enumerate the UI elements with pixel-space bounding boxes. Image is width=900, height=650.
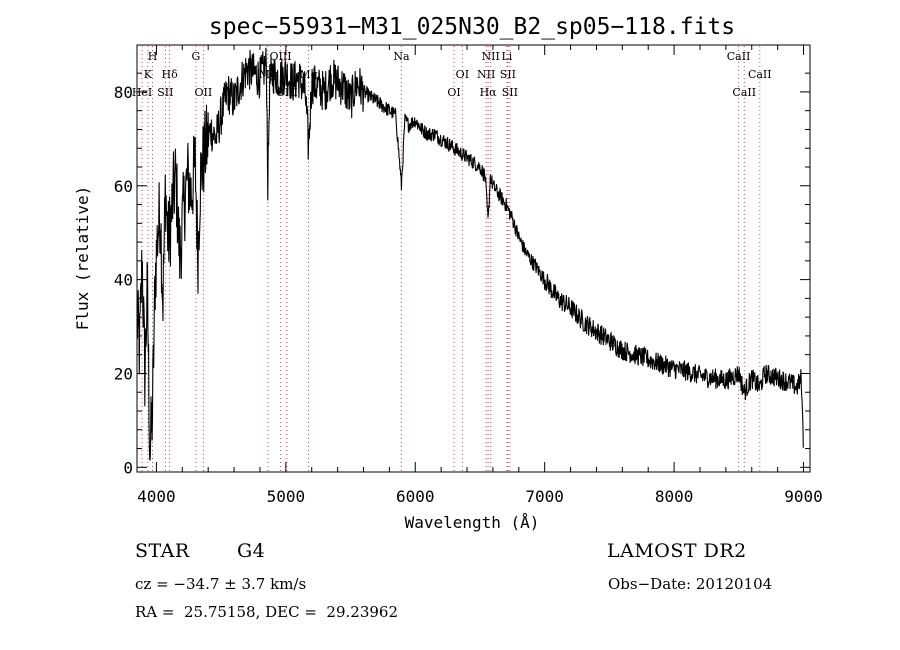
- y-tick-label: 80: [114, 83, 133, 102]
- axis-ticks: 4000 5000 6000 7000 8000 9000 0 20 40 60 80: [114, 45, 823, 506]
- spectral-line-label: SII: [157, 86, 173, 99]
- coordinates: RA = 25.75158, DEC = 29.23962: [135, 603, 399, 621]
- x-tick-label: 9000: [784, 487, 823, 506]
- x-tick-label: 8000: [655, 487, 694, 506]
- redshift-velocity: cz = −34.7 ± 3.7 km/s: [135, 575, 307, 593]
- x-tick-label: 5000: [267, 487, 306, 506]
- y-tick-label: 0: [123, 458, 133, 477]
- chart-title: spec−55931−M31_025N30_B2_sp05−118.fits: [209, 14, 735, 40]
- spectrum-line: [136, 47, 804, 461]
- spectral-line-label: OI: [447, 86, 460, 99]
- x-tick-label: 6000: [396, 487, 435, 506]
- y-axis-label: Flux (relative): [73, 186, 92, 331]
- spectral-line-label: K: [144, 68, 153, 81]
- survey-name: LAMOST DR2: [607, 540, 747, 562]
- spectral-line-label: Hα: [480, 86, 498, 99]
- spectral-line-label: Li: [501, 50, 512, 63]
- object-class: STAR: [135, 540, 190, 562]
- spectral-line-label: CaII: [727, 50, 751, 63]
- spectral-line-label: Hδ: [162, 68, 179, 81]
- spectral-line-label: H: [148, 50, 158, 63]
- plot-frame: [136, 44, 811, 473]
- object-subclass: G4: [237, 540, 266, 562]
- spectral-line-label: OI: [456, 68, 469, 81]
- spectral-line-label: OIII: [269, 50, 291, 63]
- x-tick-label: 7000: [525, 487, 564, 506]
- spectral-line-label: HeI: [132, 86, 152, 99]
- spectral-line-label: SII: [500, 68, 516, 81]
- spectral-line-label: NII: [477, 68, 495, 81]
- spectral-line-label: Na: [393, 50, 410, 63]
- observation-date: Obs−Date: 20120104: [608, 575, 773, 593]
- spectral-line-label: NII: [482, 50, 500, 63]
- spectral-line-label: G: [191, 50, 200, 63]
- spectral-line-label: SII: [502, 86, 518, 99]
- y-tick-label: 40: [114, 271, 133, 290]
- x-axis-label: Wavelength (Å): [405, 513, 540, 532]
- y-tick-label: 60: [114, 177, 133, 196]
- spectral-line-label: CaII: [732, 86, 756, 99]
- x-tick-label: 4000: [137, 487, 176, 506]
- y-tick-label: 20: [114, 364, 133, 383]
- spectral-line-label: OII: [195, 86, 213, 99]
- spectral-line-label: CaII: [748, 68, 772, 81]
